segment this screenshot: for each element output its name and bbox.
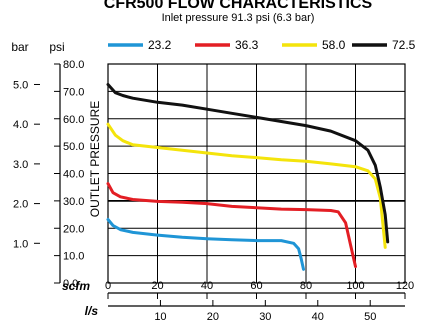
legend-label: 23.2 xyxy=(148,38,172,52)
legend-label: 72.5 xyxy=(392,38,416,52)
scfm-axis-label: scfm xyxy=(62,279,90,293)
bar-unit-label: bar xyxy=(11,40,28,54)
series-line-36-3 xyxy=(106,182,357,269)
series-lines xyxy=(106,83,390,271)
series-line-72-5 xyxy=(106,83,390,244)
scfm-tick-label: 120 xyxy=(396,280,414,292)
psi-tick-label: 0.0 xyxy=(63,278,78,290)
psi-tick-label: 40.0 xyxy=(63,169,84,181)
legend-label: 36.3 xyxy=(235,38,259,52)
psi-tick-label: 10.0 xyxy=(63,251,84,263)
scfm-tick-label: 60 xyxy=(250,280,262,292)
psi-tick-label: 30.0 xyxy=(63,196,84,208)
bar-tick-label: 4.0 xyxy=(13,119,28,131)
series-line-58-0 xyxy=(106,122,387,249)
scfm-tick-label: 100 xyxy=(346,280,364,292)
ls-tick-label: 20 xyxy=(207,311,219,322)
psi-tick-label: 20.0 xyxy=(63,223,84,235)
psi-tick-label: 80.0 xyxy=(63,59,84,71)
scfm-tick-label: 80 xyxy=(300,280,312,292)
ls-tick-label: 10 xyxy=(154,311,166,322)
bar-tick-label: 3.0 xyxy=(13,159,28,171)
legend: 23.2 36.3 58.0 72.5 xyxy=(108,38,416,52)
psi-tick-label: 50.0 xyxy=(63,141,84,153)
bar-tick-label: 2.0 xyxy=(13,199,28,211)
axes: 0.0 10.0 20.0 30.0 40.0 50.0 60.0 70.0 80.0 1.0 2.… xyxy=(13,59,414,322)
series-line-23-2 xyxy=(106,218,305,271)
ls-tick-label: 50 xyxy=(364,311,376,322)
scfm-tick-label: 0 xyxy=(105,280,111,292)
ls-axis-label: l/s xyxy=(85,304,99,318)
scfm-tick-label: 20 xyxy=(151,280,163,292)
ls-tick-label: 30 xyxy=(259,311,271,322)
legend-label: 58.0 xyxy=(322,38,346,52)
grid xyxy=(107,63,406,284)
psi-unit-label: psi xyxy=(49,40,64,54)
psi-tick-label: 60.0 xyxy=(63,114,84,126)
bar-tick-label: 1.0 xyxy=(13,238,28,250)
psi-tick-label: 70.0 xyxy=(63,86,84,98)
chart-subtitle: Inlet pressure 91.3 psi (6.3 bar) xyxy=(162,12,315,24)
ls-tick-label: 40 xyxy=(312,311,324,322)
y-axis-label: OUTLET PRESSURE xyxy=(88,101,102,217)
chart-title: CFR500 FLOW CHARACTERISTICS xyxy=(104,0,373,12)
bar-tick-label: 5.0 xyxy=(13,79,28,91)
scfm-tick-label: 40 xyxy=(201,280,213,292)
plot-frame xyxy=(107,63,406,284)
